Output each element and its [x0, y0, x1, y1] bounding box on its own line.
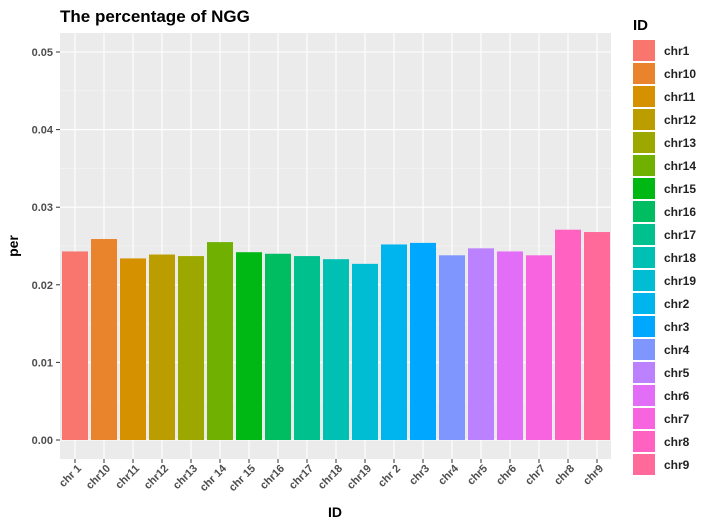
bar-chr15	[236, 252, 262, 440]
x-tick-label: chr17	[287, 463, 316, 492]
legend-swatch-chr9	[633, 454, 655, 475]
legend-swatch-chr18	[633, 247, 655, 268]
legend-label-chr16: chr16	[664, 205, 696, 219]
y-tick-label: 0.04	[32, 125, 54, 137]
x-tick-label: chr 15	[227, 463, 258, 494]
legend-label-chr2: chr2	[664, 297, 690, 311]
y-tick-label: 0.03	[32, 202, 53, 214]
y-tick-label: 0.01	[32, 357, 53, 369]
y-tick-label: 0.05	[32, 47, 53, 59]
legend-label-chr15: chr15	[664, 182, 696, 196]
bar-chr8	[555, 229, 581, 440]
x-tick-label: chr19	[345, 463, 374, 492]
y-axis-title: per	[5, 235, 21, 257]
x-tick-label: chr10	[84, 463, 113, 492]
bar-chr16	[265, 253, 291, 440]
x-tick-label: chr5	[465, 463, 490, 488]
legend-swatch-chr11	[633, 86, 655, 107]
x-tick-label: chr16	[258, 463, 287, 492]
legend-label-chr5: chr5	[664, 366, 690, 380]
x-tick-label: chr13	[171, 463, 200, 492]
legend-title: ID	[633, 17, 648, 34]
bar-chr2	[381, 244, 407, 440]
x-tick-label: chr11	[113, 463, 142, 492]
x-tick-label: chr12	[142, 463, 171, 492]
x-tick-label: chr 2	[376, 463, 403, 490]
bar-chr13	[178, 256, 204, 440]
bar-chr6	[497, 251, 523, 440]
x-tick-label: chr7	[523, 463, 548, 488]
bar-chr18	[323, 259, 349, 440]
y-tick-label: 0.00	[32, 435, 53, 447]
bar-chr4	[439, 255, 465, 440]
legend-swatch-chr14	[633, 155, 655, 176]
legend-label-chr6: chr6	[664, 389, 690, 403]
bar-chr14	[207, 242, 233, 440]
legend-swatch-chr4	[633, 339, 655, 360]
legend-label-chr17: chr17	[664, 228, 696, 242]
legend-label-chr7: chr7	[664, 412, 690, 426]
bar-chr11	[120, 258, 146, 440]
legend: ID chr1 chr10 chr11 chr12 chr13 chr14 chr15 chr…	[633, 17, 696, 475]
legend-swatch-chr17	[633, 224, 655, 245]
bar-chr17	[294, 256, 320, 440]
legend-label-chr11: chr11	[664, 90, 696, 104]
legend-label-chr10: chr10	[664, 67, 696, 81]
legend-label-chr12: chr12	[664, 113, 696, 127]
x-tick-label: chr3	[407, 463, 432, 488]
bar-chr7	[526, 255, 552, 440]
bar-chr9	[584, 232, 610, 440]
y-axis: 0.00 0.01 0.02 0.03 0.04 0.05	[32, 47, 60, 447]
legend-label-chr4: chr4	[664, 343, 690, 357]
legend-swatch-chr13	[633, 132, 655, 153]
x-tick-label: chr18	[316, 463, 345, 492]
legend-swatch-chr12	[633, 109, 655, 130]
bar-chr3	[410, 242, 436, 440]
legend-label-chr9: chr9	[664, 458, 690, 472]
legend-swatch-chr16	[633, 201, 655, 222]
legend-label-chr14: chr14	[664, 159, 696, 173]
x-axis-title: ID	[328, 504, 342, 520]
legend-swatch-chr1	[633, 40, 655, 61]
x-tick-label: chr 1	[57, 463, 84, 490]
chart-title: The percentage of NGG	[60, 7, 250, 26]
legend-swatch-chr2	[633, 293, 655, 314]
legend-label-chr3: chr3	[664, 320, 690, 334]
bar-chr1	[62, 251, 88, 440]
bar-chr12	[149, 254, 175, 440]
bars	[62, 229, 610, 440]
legend-swatch-chr10	[633, 63, 655, 84]
legend-label-chr1: chr1	[664, 44, 690, 58]
x-tick-label: chr4	[436, 462, 462, 488]
bar-chr10	[91, 239, 117, 440]
legend-label-chr8: chr8	[664, 435, 690, 449]
legend-swatch-chr19	[633, 270, 655, 291]
legend-label-chr18: chr18	[664, 251, 696, 265]
x-tick-label: chr9	[581, 463, 606, 488]
legend-swatch-chr6	[633, 385, 655, 406]
x-tick-label: chr8	[552, 463, 577, 488]
legend-swatch-chr15	[633, 178, 655, 199]
legend-swatch-chr3	[633, 316, 655, 337]
x-tick-label: chr 14	[198, 462, 230, 494]
legend-label-chr19: chr19	[664, 274, 696, 288]
x-tick-label: chr6	[494, 463, 519, 488]
legend-label-chr13: chr13	[664, 136, 696, 150]
legend-swatch-chr7	[633, 408, 655, 429]
y-tick-label: 0.02	[32, 280, 53, 292]
legend-swatch-chr8	[633, 431, 655, 452]
legend-swatch-chr5	[633, 362, 655, 383]
bar-chr5	[468, 248, 494, 440]
bar-chr19	[352, 263, 378, 440]
